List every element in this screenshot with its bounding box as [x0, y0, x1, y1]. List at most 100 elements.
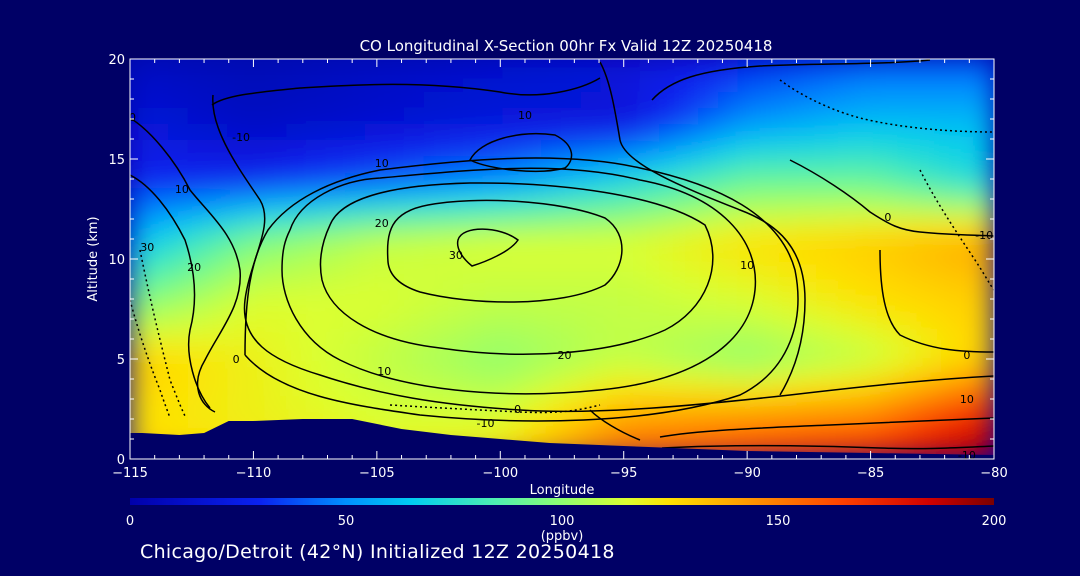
field-cell [855, 138, 878, 156]
field-cell [168, 218, 190, 236]
field-cell [796, 282, 819, 300]
field-cell [246, 298, 269, 316]
field-cell [835, 218, 858, 236]
field-cell [600, 186, 622, 204]
field-cell [973, 186, 994, 204]
field-cell [325, 346, 347, 364]
field-cell [855, 59, 878, 76]
field-cell [835, 59, 858, 76]
field-cell [718, 170, 740, 188]
y-tick-label: 5 [117, 353, 125, 368]
field-cell [855, 346, 878, 364]
field-cell [462, 266, 485, 284]
field-cell [345, 330, 367, 348]
field-cell [639, 74, 662, 92]
field-cell [266, 266, 289, 284]
field-cell [875, 394, 897, 412]
field-cell [777, 298, 799, 316]
field-cell [246, 186, 269, 204]
contour-label: 10 [960, 393, 974, 406]
field-cell [796, 314, 819, 332]
field-cell [718, 298, 740, 316]
field-cell [875, 282, 897, 300]
field-cell [894, 346, 917, 364]
field-cell [816, 282, 838, 300]
field-cell [914, 90, 937, 108]
field-cell [187, 90, 210, 108]
field-cell [777, 410, 799, 428]
field-cell [875, 378, 897, 396]
field-cell [757, 298, 779, 316]
field-cell [796, 362, 819, 380]
field-cell [207, 74, 230, 92]
contour-label: 10 [175, 183, 189, 196]
field-cell [521, 202, 544, 220]
field-cell [521, 138, 544, 156]
field-cell [521, 330, 544, 348]
contour-line [389, 404, 601, 414]
field-cell [423, 330, 446, 348]
field-cell [855, 218, 878, 236]
field-cell [835, 426, 858, 444]
field-cell [777, 218, 799, 236]
field-cell [796, 266, 819, 284]
field-cell [894, 90, 917, 108]
field-cell [835, 314, 858, 332]
field-cell [462, 122, 485, 140]
field-cell [521, 362, 544, 380]
field-cell [403, 218, 426, 236]
field-cell [914, 314, 937, 332]
field-cell [187, 170, 210, 188]
field-cell [345, 266, 367, 284]
field-cell [325, 202, 347, 220]
field-cell [305, 298, 328, 316]
field-cell [462, 186, 485, 204]
field-cell [521, 218, 544, 236]
field-cell [600, 59, 622, 76]
field-cell [541, 74, 563, 92]
field-cell [482, 186, 505, 204]
field-cell [934, 282, 956, 300]
colorbar-unit: (ppbv) [541, 529, 584, 544]
contour-labels: -10 10 0 10 10 20 30 20 30 0 10 20 0 -10 10 0 -10 0 10 -10 [130, 109, 993, 459]
field-cell [130, 250, 151, 268]
field-cell [659, 378, 681, 396]
field-cell [678, 298, 701, 316]
field-cell [521, 314, 544, 332]
field-cell [130, 202, 151, 220]
field-cell [855, 170, 878, 188]
field-cell [973, 218, 994, 236]
field-cell [246, 59, 269, 76]
field-cell [403, 59, 426, 76]
field-cell [482, 362, 505, 380]
field-cell [325, 154, 347, 172]
field-cell [659, 410, 681, 428]
field-cell [580, 90, 603, 108]
field-cell [894, 426, 917, 444]
field-cell [639, 346, 662, 364]
field-cell [345, 138, 367, 156]
contour-line [651, 59, 931, 101]
field-cell [894, 59, 917, 76]
field-cell [816, 90, 838, 108]
field-cell [482, 138, 505, 156]
field-cell [619, 346, 642, 364]
field-cell [639, 154, 662, 172]
field-cell [698, 218, 721, 236]
field-cell [953, 378, 976, 396]
field-cell [855, 74, 878, 92]
field-cell [718, 122, 740, 140]
field-cell [403, 346, 426, 364]
field-cell [835, 90, 858, 108]
field-cell [541, 106, 563, 124]
field-cell [934, 330, 956, 348]
field-cell [953, 122, 976, 140]
field-cell [914, 346, 937, 364]
field-cell [757, 426, 779, 444]
field-cell [266, 298, 289, 316]
field-cell [973, 154, 994, 172]
contour-line [281, 167, 757, 395]
field-cell [855, 186, 878, 204]
field-cell [934, 202, 956, 220]
field-cell [698, 138, 721, 156]
